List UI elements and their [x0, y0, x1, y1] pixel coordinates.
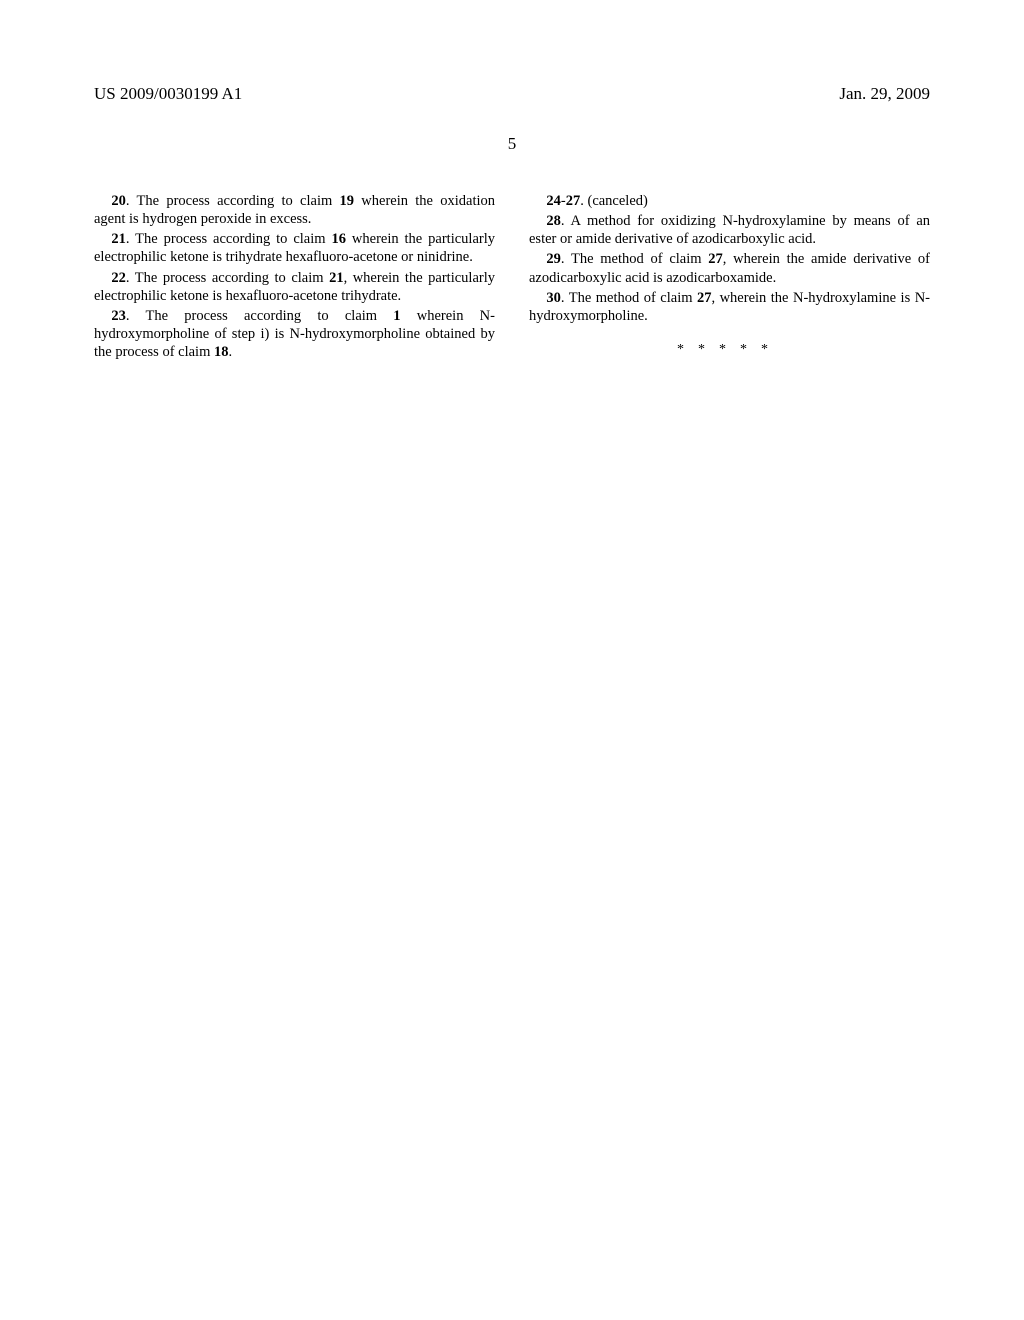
claim-ref: 27 [708, 251, 723, 267]
claim-24-27: 24-27. (canceled) [529, 192, 930, 210]
page-header: US 2009/0030199 A1 Jan. 29, 2009 [94, 84, 930, 104]
claim-ref: 18 [214, 344, 229, 360]
claim-number: 22 [111, 270, 126, 286]
claim-number: 20 [111, 193, 126, 209]
patent-page: US 2009/0030199 A1 Jan. 29, 2009 5 20. T… [0, 0, 1024, 1320]
claim-22: 22. The process according to claim 21, w… [94, 269, 495, 305]
publication-date: Jan. 29, 2009 [839, 84, 930, 104]
claims-columns: 20. The process according to claim 19 wh… [94, 192, 930, 363]
page-number: 5 [94, 134, 930, 154]
claim-29: 29. The method of claim 27, wherein the … [529, 250, 930, 286]
claim-number: 27 [566, 193, 581, 209]
claim-number: 21 [111, 231, 126, 247]
claim-ref: 19 [340, 193, 355, 209]
claim-ref: 1 [393, 308, 400, 324]
claim-23: 23. The process according to claim 1 whe… [94, 307, 495, 361]
claim-21: 21. The process according to claim 16 wh… [94, 230, 495, 266]
claim-number: 29 [546, 251, 561, 267]
claim-28: 28. A method for oxidizing N-hydroxylami… [529, 212, 930, 248]
claim-20: 20. The process according to claim 19 wh… [94, 192, 495, 228]
claim-number: 23 [111, 308, 126, 324]
claim-number: 30 [546, 290, 561, 306]
right-column: 24-27. (canceled) 28. A method for oxidi… [529, 192, 930, 363]
publication-number: US 2009/0030199 A1 [94, 84, 242, 104]
claim-number: 24 [546, 193, 561, 209]
claim-ref: 27 [697, 290, 712, 306]
end-of-claims-marker: ***** [529, 341, 930, 359]
claim-ref: 16 [331, 231, 346, 247]
claim-ref: 21 [329, 270, 344, 286]
claim-30: 30. The method of claim 27, wherein the … [529, 289, 930, 325]
claim-number: 28 [546, 213, 561, 229]
left-column: 20. The process according to claim 19 wh… [94, 192, 495, 363]
